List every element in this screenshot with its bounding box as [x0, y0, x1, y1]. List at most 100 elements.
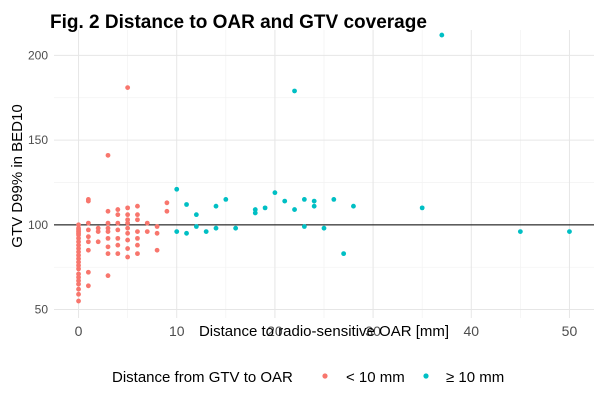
x-tick-label: 20 [267, 323, 283, 339]
point-lt10 [95, 225, 101, 231]
point-lt10 [85, 198, 91, 204]
point-ge10 [174, 229, 180, 235]
point-lt10 [105, 225, 111, 231]
point-lt10 [154, 247, 160, 253]
point-lt10 [125, 246, 131, 251]
point-lt10 [95, 239, 101, 245]
point-lt10 [105, 251, 111, 257]
point-lt10 [125, 237, 131, 243]
x-tick-label: 50 [562, 323, 578, 339]
point-ge10 [184, 230, 189, 236]
point-lt10 [85, 247, 91, 253]
point-lt10 [76, 266, 81, 272]
point-ge10 [252, 210, 258, 216]
point-lt10 [144, 220, 150, 226]
point-lt10 [76, 246, 81, 251]
point-ge10 [203, 229, 209, 235]
x-axis-label: Distance to radio-sensitive OAR [mm] [199, 323, 449, 340]
point-ge10 [272, 190, 278, 196]
point-ge10 [193, 212, 199, 218]
point-lt10 [105, 235, 111, 241]
point-ge10 [301, 197, 307, 202]
point-lt10 [135, 212, 140, 218]
point-lt10 [85, 234, 91, 240]
point-lt10 [115, 235, 121, 241]
legend-title: Distance from GTV to OAR [112, 369, 293, 386]
legend-label-ge10: ≥ 10 mm [446, 369, 504, 386]
point-ge10 [301, 224, 307, 229]
point-lt10 [76, 278, 81, 284]
point-lt10 [85, 227, 91, 233]
y-tick-label: 100 [28, 218, 48, 232]
y-axis-ticks: 50 100 150 200 [28, 48, 48, 316]
point-lt10 [115, 227, 121, 233]
point-ge10 [331, 197, 337, 202]
point-lt10 [135, 235, 140, 241]
point-ge10 [213, 203, 219, 209]
point-lt10 [115, 242, 121, 248]
point-lt10 [125, 205, 131, 211]
point-lt10 [76, 222, 81, 228]
legend-marker-ge10 [423, 373, 429, 379]
legend-marker-lt10 [322, 373, 328, 379]
point-lt10 [76, 263, 81, 268]
point-lt10 [154, 230, 160, 236]
point-ge10 [419, 205, 425, 211]
point-lt10 [105, 244, 111, 250]
point-lt10 [164, 208, 170, 214]
point-ge10 [311, 198, 317, 204]
point-lt10 [125, 230, 131, 236]
point-ge10 [292, 207, 297, 212]
point-lt10 [76, 271, 81, 277]
point-lt10 [105, 152, 111, 158]
point-lt10 [135, 251, 140, 257]
point-lt10 [85, 239, 91, 245]
point-lt10 [76, 242, 81, 248]
y-tick-label: 200 [28, 48, 48, 62]
point-lt10 [105, 273, 111, 279]
point-lt10 [154, 224, 160, 229]
point-ge10 [567, 229, 572, 235]
legend: Distance from GTV to OAR < 10 mm ≥ 10 mm [112, 369, 504, 386]
point-ge10 [517, 229, 523, 235]
point-lt10 [115, 251, 121, 257]
point-ge10 [213, 225, 219, 231]
point-lt10 [125, 254, 131, 260]
point-ge10 [193, 224, 199, 229]
point-lt10 [115, 220, 121, 226]
point-lt10 [85, 283, 91, 289]
point-lt10 [76, 256, 81, 262]
y-axis-label: GTV D99% in BED10 [9, 104, 26, 247]
legend-label-lt10: < 10 mm [346, 369, 405, 386]
x-tick-label: 0 [75, 323, 83, 339]
point-lt10 [76, 232, 81, 238]
point-lt10 [135, 229, 140, 235]
data-points [76, 32, 572, 304]
point-ge10 [292, 88, 297, 94]
x-tick-label: 40 [463, 323, 479, 339]
point-lt10 [105, 220, 111, 226]
point-ge10 [282, 198, 288, 204]
point-lt10 [144, 229, 150, 235]
point-lt10 [105, 208, 111, 214]
x-axis-ticks: 0 10 20 30 40 50 [75, 323, 578, 339]
point-lt10 [76, 291, 81, 297]
point-ge10 [351, 203, 356, 209]
point-ge10 [262, 205, 268, 211]
x-tick-label: 30 [365, 323, 381, 339]
point-ge10 [311, 203, 317, 209]
point-ge10 [174, 186, 180, 192]
point-lt10 [105, 229, 111, 235]
point-lt10 [135, 217, 140, 223]
x-tick-label: 10 [169, 323, 185, 339]
point-lt10 [76, 249, 81, 255]
point-lt10 [115, 207, 121, 212]
point-lt10 [125, 212, 131, 218]
point-lt10 [76, 274, 81, 280]
y-tick-label: 50 [35, 303, 49, 317]
point-lt10 [125, 220, 131, 226]
point-ge10 [252, 207, 258, 212]
point-ge10 [439, 32, 445, 38]
grid [54, 30, 594, 318]
